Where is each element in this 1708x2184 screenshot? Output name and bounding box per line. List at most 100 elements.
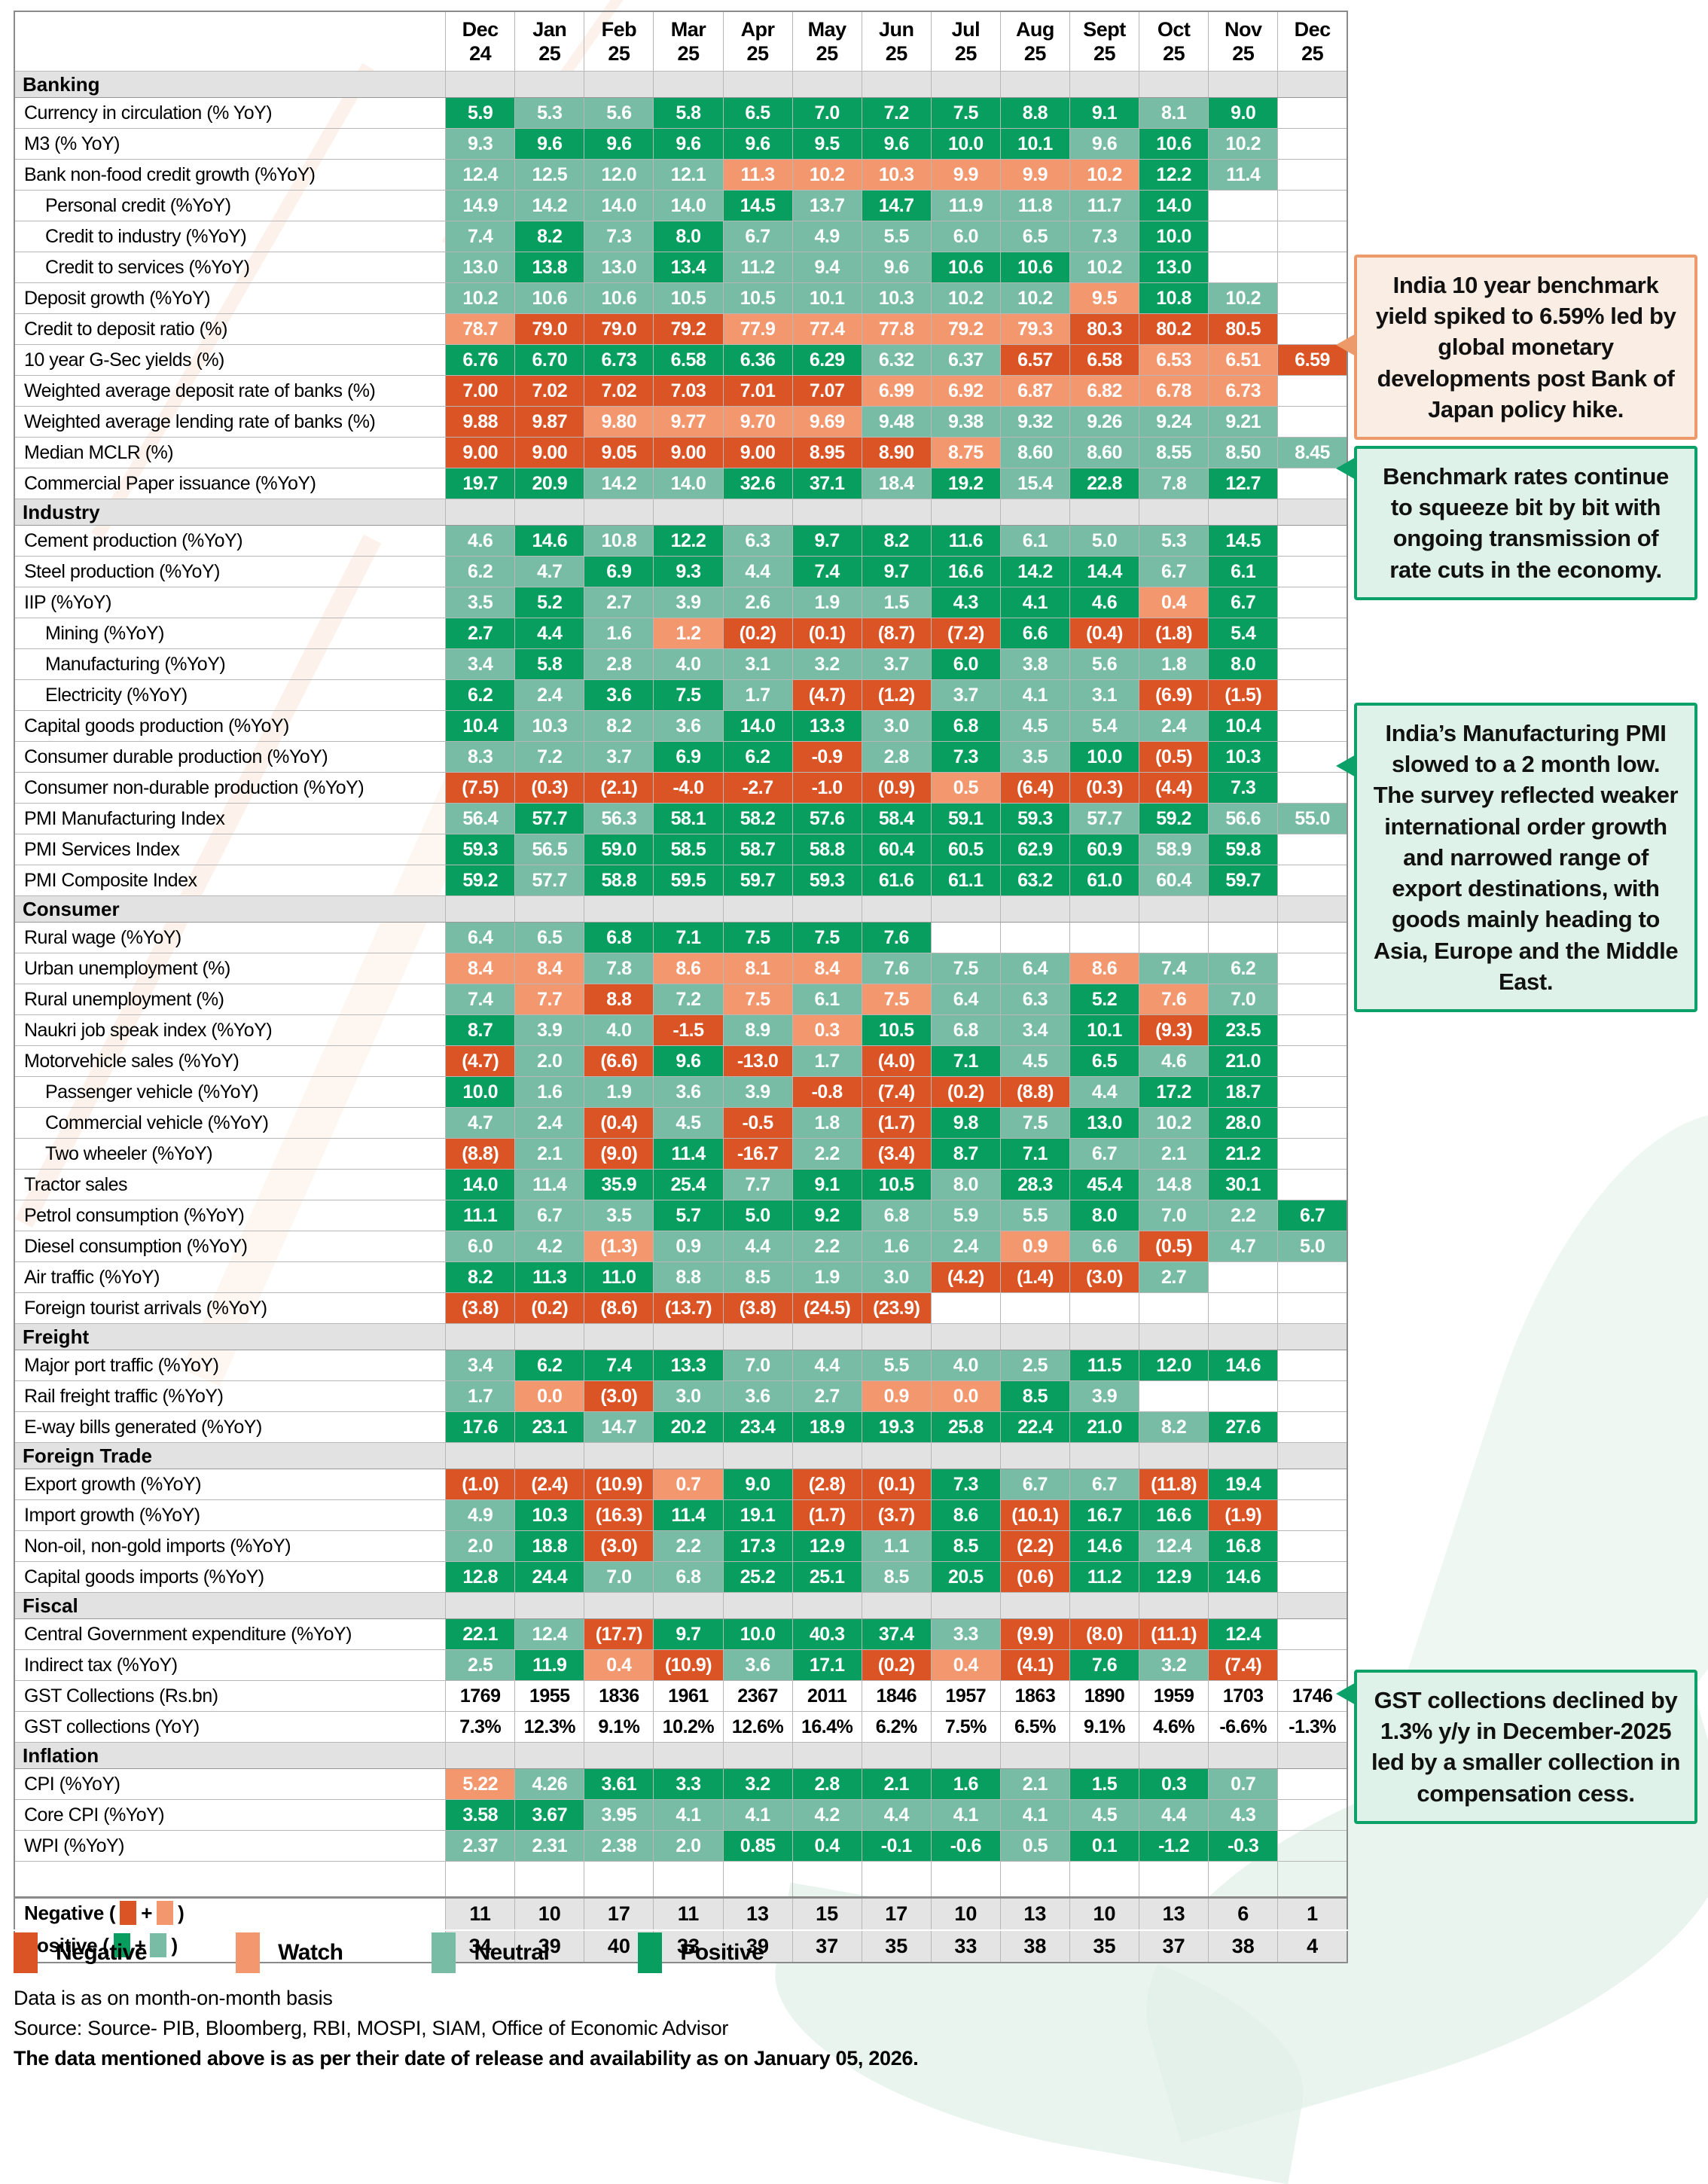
table-row: Weighted average deposit rate of banks (… (14, 375, 1348, 407)
data-cell: 2.8 (791, 1768, 862, 1800)
data-cell: 56.5 (514, 834, 585, 865)
data-cell: (0.4) (584, 1107, 654, 1139)
month-header: Nov 25 (1208, 11, 1279, 72)
table-row: Commercial Paper issuance (%YoY) 19.7 20.9… (14, 468, 1348, 499)
data-cell (1277, 710, 1348, 742)
data-cell: 2.37 (445, 1830, 516, 1862)
data-cell: -0.3 (1208, 1830, 1279, 1862)
data-cell: 3.5 (999, 741, 1070, 773)
positive-swatch-icon (638, 1932, 663, 1973)
section-label: Freight (14, 1323, 447, 1350)
data-cell: 2367 (722, 1680, 793, 1712)
data-cell: 0.9 (861, 1380, 932, 1412)
table-row: Commercial vehicle (%YoY) 4.7 2.4 (0.4) 4.5-… (14, 1107, 1348, 1139)
data-cell: 23.1 (514, 1411, 585, 1443)
data-cell (1277, 984, 1348, 1015)
table-row: Consumer durable production (%YoY) 8.3 7.2… (14, 741, 1348, 773)
callout-pointer (1336, 456, 1357, 480)
data-cell: 7.1 (930, 1045, 1001, 1077)
data-cell (1208, 895, 1279, 923)
data-cell: 6.7 (722, 221, 793, 252)
data-cell: 7.5 (999, 1107, 1070, 1139)
data-cell: 2.4 (1139, 710, 1209, 742)
data-cell: 59.2 (1139, 803, 1209, 834)
legend-item-watch: Watch (236, 1932, 343, 1973)
data-cell: 11.7 (1069, 190, 1140, 221)
data-cell (791, 1323, 862, 1350)
data-cell: 1959 (1139, 1680, 1209, 1712)
data-cell: 9.00 (445, 437, 516, 468)
data-cell: (10.9) (584, 1469, 654, 1500)
data-cell: 19.3 (861, 1411, 932, 1443)
summary-count: 37 (791, 1929, 862, 1963)
data-cell: 8.3 (445, 741, 516, 773)
row-label: Consumer non-durable production (%YoY) (14, 772, 447, 804)
data-cell (1277, 375, 1348, 407)
table-row: Electricity (%YoY) 6.2 2.4 3.6 7.5 1.7 (4.7) (1… (14, 679, 1348, 711)
data-cell (999, 1592, 1070, 1619)
data-cell: 9.00 (514, 437, 585, 468)
callout-pointer (1336, 333, 1357, 357)
data-cell: 10.5 (722, 282, 793, 314)
data-cell: 5.3 (1139, 525, 1209, 557)
data-cell: 9.05 (584, 437, 654, 468)
data-cell (653, 71, 724, 98)
data-cell: 12.4 (445, 159, 516, 191)
data-cell: 7.0 (791, 97, 862, 129)
summary-count: 4 (1277, 1929, 1348, 1963)
data-cell: 37.4 (861, 1618, 932, 1650)
data-cell: 1769 (445, 1680, 516, 1712)
data-cell: 6.5 (722, 97, 793, 129)
table-row: Median MCLR (%) 9.00 9.00 9.05 9.00 9.00 8.95 8… (14, 437, 1348, 468)
data-cell (1277, 834, 1348, 865)
data-cell: 10.2 (1069, 159, 1140, 191)
callout-pmi: India’s Manufacturing PMI slowed to a 2 … (1336, 703, 1697, 1012)
month-header: Oct 25 (1139, 11, 1209, 72)
row-label: Deposit growth (%YoY) (14, 282, 447, 314)
data-cell: 4.3 (930, 587, 1001, 618)
summary-label: Positive (+) (14, 1929, 447, 1963)
data-cell: (4.7) (445, 1045, 516, 1077)
data-cell: 19.7 (445, 468, 516, 499)
data-cell (1069, 1442, 1140, 1469)
row-label: M3 (% YoY) (14, 128, 447, 160)
data-cell: (8.6) (584, 1292, 654, 1324)
data-cell: 0.0 (930, 1380, 1001, 1412)
section-row-fiscal: Fiscal (14, 1592, 1348, 1619)
table-row: WPI (%YoY) 2.37 2.31 2.38 2.0 0.85 0.4 -0.1 -0.6… (14, 1830, 1348, 1862)
row-label: Non-oil, non-gold imports (%YoY) (14, 1530, 447, 1562)
section-row-industry: Industry (14, 499, 1348, 526)
summary-count: 38 (999, 1929, 1070, 1963)
table-row: Bank non-food credit growth (%YoY) 12.4 12… (14, 159, 1348, 191)
data-cell: 7.4 (445, 984, 516, 1015)
data-cell: 1.7 (791, 1045, 862, 1077)
data-cell: 3.5 (445, 587, 516, 618)
data-cell (1069, 1292, 1140, 1324)
data-cell: 0.85 (722, 1830, 793, 1862)
data-cell: 7.5 (861, 984, 932, 1015)
data-cell: 10.2 (1208, 282, 1279, 314)
row-label: Manufacturing (%YoY) (14, 648, 447, 680)
data-cell: 0.4 (584, 1649, 654, 1681)
economic-heatmap-table-wrap: Dec 24 Jan 25 Feb 25 Mar 25 Apr 25 May 25 Jun 25 Jul 25… (14, 11, 1348, 1963)
data-cell: 14.8 (1139, 1169, 1209, 1200)
data-cell: 11.4 (1208, 159, 1279, 191)
data-cell: 6.5% (999, 1711, 1070, 1743)
row-label: Bank non-food credit growth (%YoY) (14, 159, 447, 191)
data-cell: 10.8 (1139, 282, 1209, 314)
row-label: Major port traffic (%YoY) (14, 1350, 447, 1381)
data-cell: 12.1 (653, 159, 724, 191)
data-cell: 8.55 (1139, 437, 1209, 468)
data-cell: 2.2 (653, 1530, 724, 1562)
data-cell: 7.8 (584, 953, 654, 984)
data-cell: 25.4 (653, 1169, 724, 1200)
data-cell (999, 895, 1070, 923)
data-cell: 9.6 (514, 128, 585, 160)
months-header-row: Dec 24 Jan 25 Feb 25 Mar 25 Apr 25 May 25 Jun 25 Jul 25… (14, 11, 1348, 72)
data-cell: 9.8 (930, 1107, 1001, 1139)
data-cell: 6.70 (514, 344, 585, 376)
table-row: Petrol consumption (%YoY) 11.1 6.7 3.5 5.7 5.… (14, 1200, 1348, 1231)
data-cell: (9.9) (999, 1618, 1070, 1650)
summary-count: 39 (722, 1929, 793, 1963)
data-cell: 7.6 (1069, 1649, 1140, 1681)
